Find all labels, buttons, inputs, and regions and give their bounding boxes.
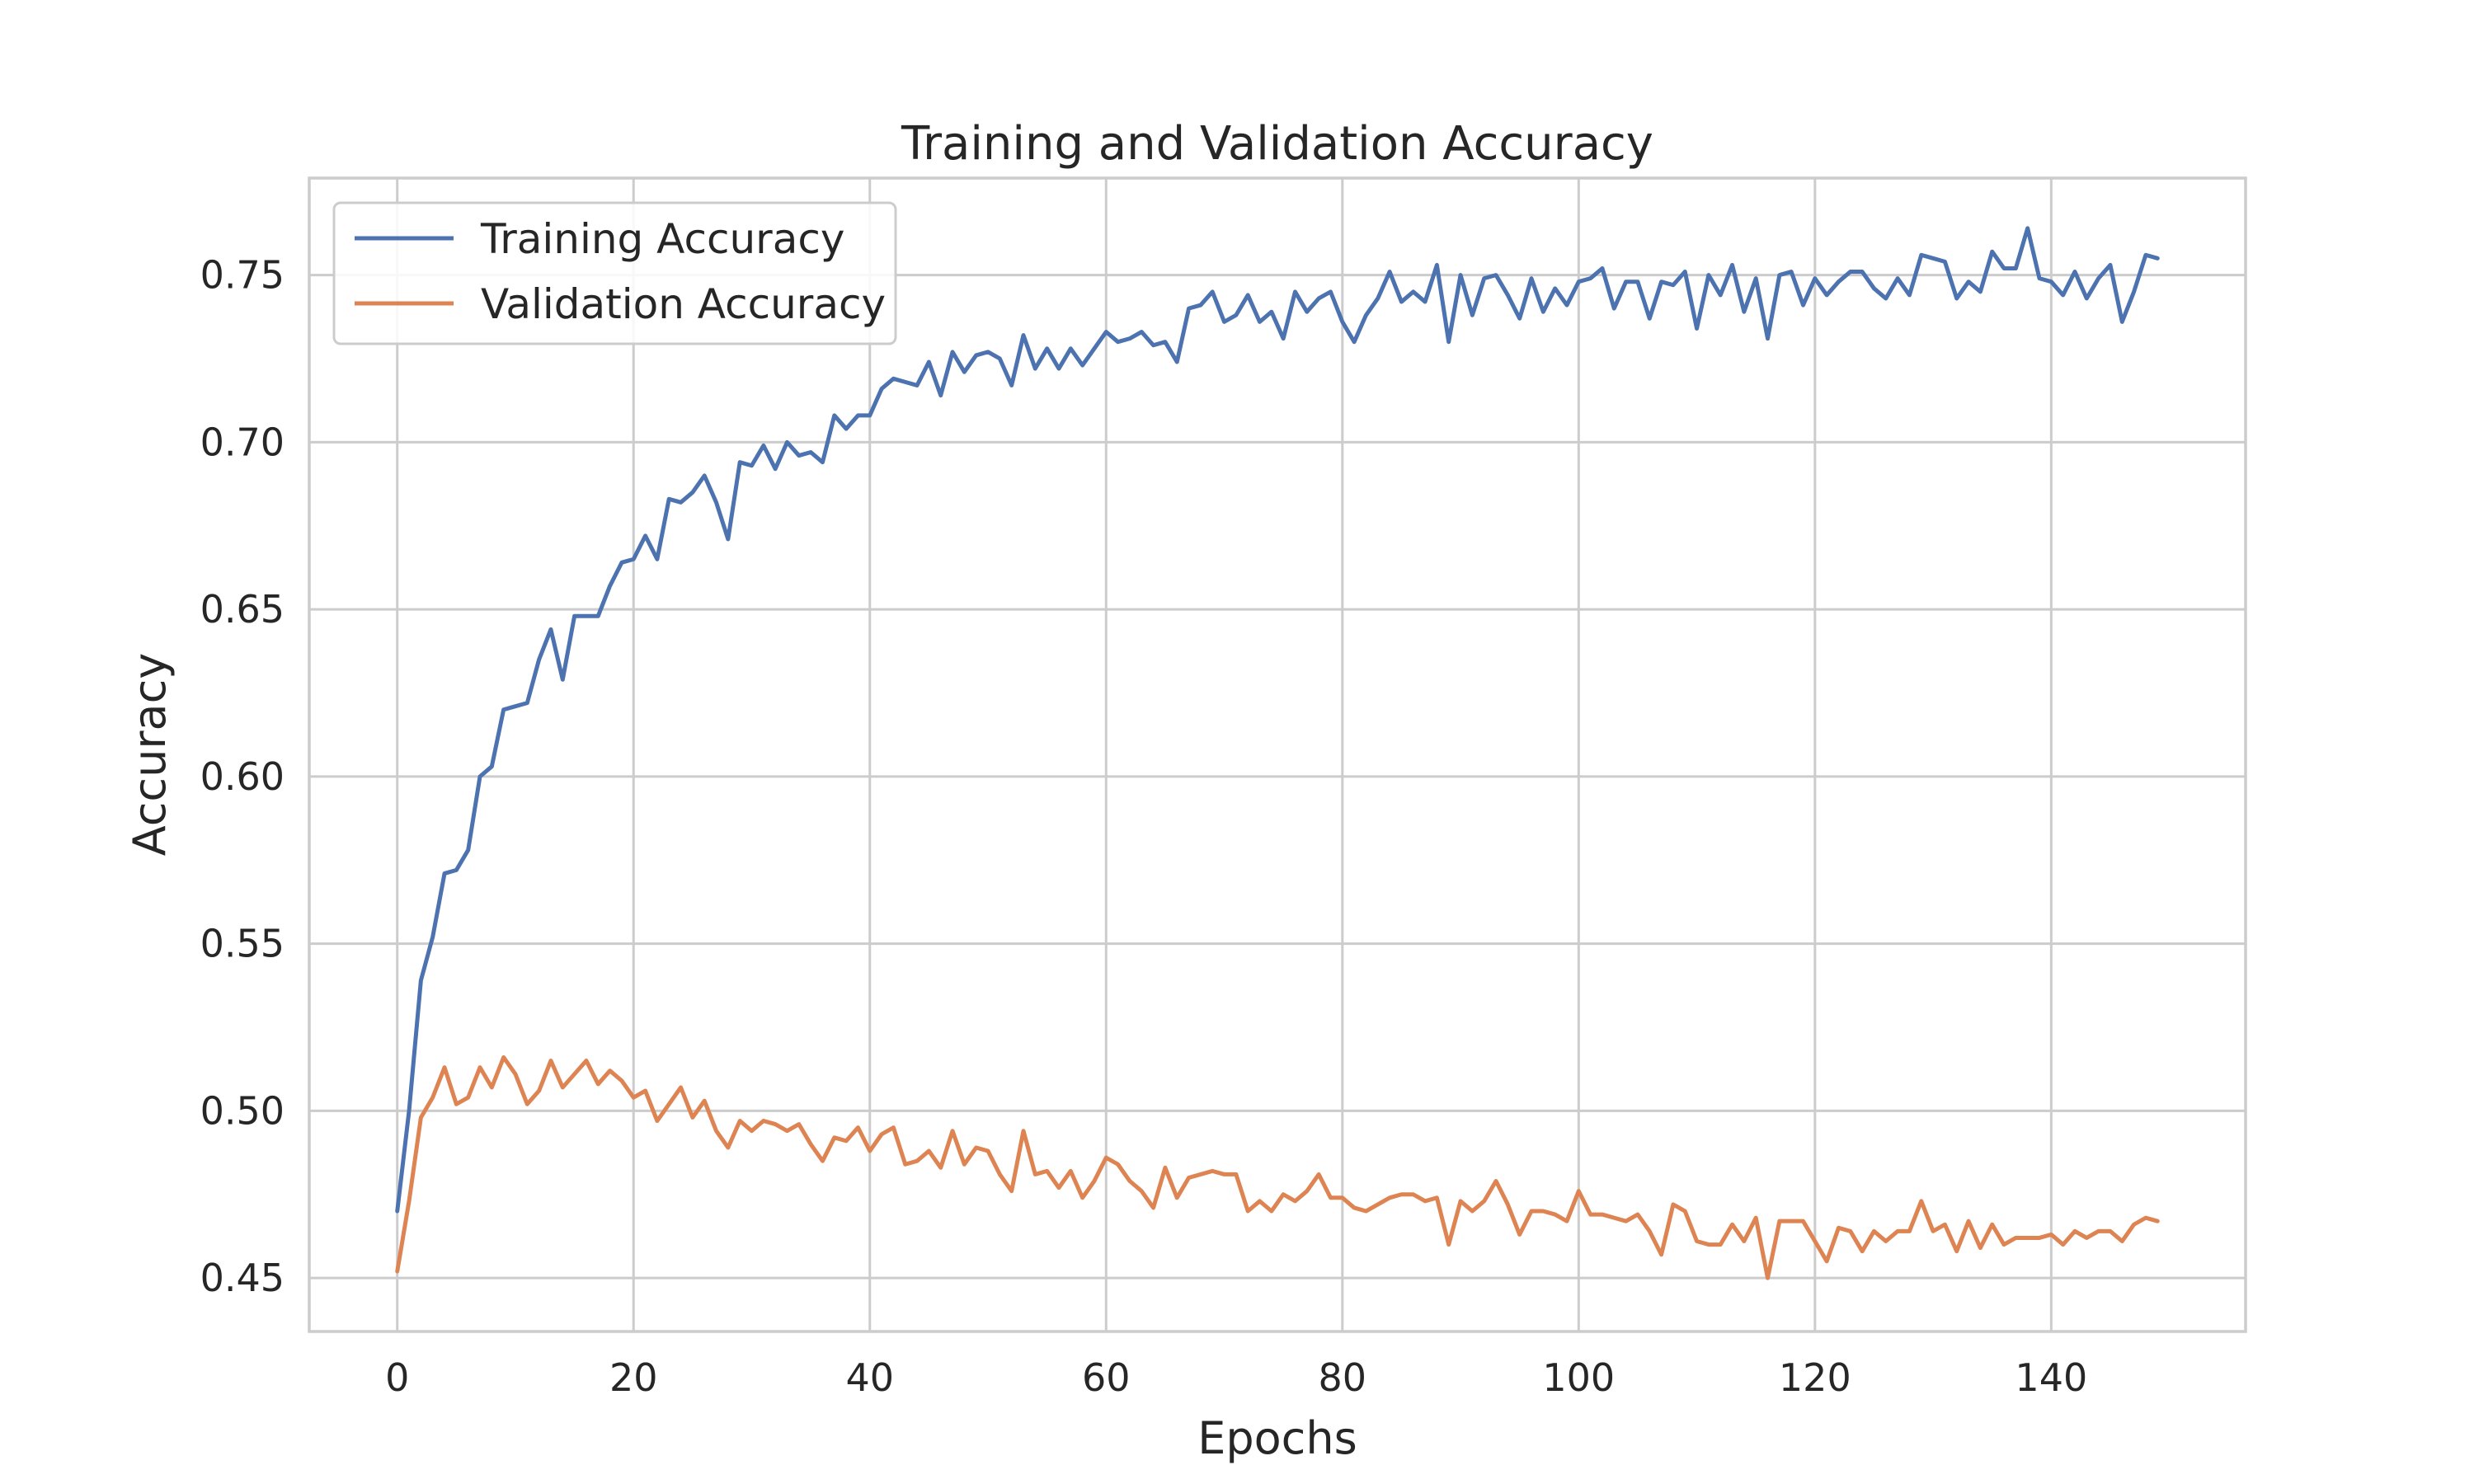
y-tick-label: 0.70	[200, 420, 285, 464]
legend-label-training: Training Accuracy	[480, 215, 844, 263]
chart-title: Training and Validation Accuracy	[901, 117, 1653, 171]
x-tick-labels: 0 20 40 60 80 100 120 140	[385, 1355, 2087, 1400]
x-tick-label: 100	[1542, 1355, 1615, 1400]
y-axis-title: Accuracy	[124, 653, 176, 857]
y-tick-label: 0.45	[200, 1256, 285, 1300]
validation-accuracy-line	[395, 1054, 2160, 1280]
y-tick-label: 0.60	[200, 754, 285, 799]
training-accuracy-line	[395, 226, 2160, 1214]
x-tick-label: 120	[1779, 1355, 1851, 1400]
y-tick-label: 0.75	[200, 253, 285, 298]
x-tick-label: 60	[1082, 1355, 1131, 1400]
y-tick-labels: 0.45 0.50 0.55 0.60 0.65 0.70 0.75	[200, 253, 285, 1301]
x-tick-label: 0	[385, 1355, 409, 1400]
y-tick-label: 0.65	[200, 587, 285, 632]
x-tick-label: 140	[2015, 1355, 2087, 1400]
plot-frame	[308, 176, 2247, 1333]
y-tick-label: 0.50	[200, 1088, 285, 1133]
plot-area	[309, 178, 2246, 1331]
series-layer	[395, 226, 2160, 1280]
x-tick-label: 80	[1319, 1355, 1367, 1400]
x-tick-label: 40	[845, 1355, 894, 1400]
legend-box	[332, 201, 897, 345]
x-axis-title: Epochs	[1197, 1412, 1357, 1464]
y-tick-label: 0.55	[200, 922, 285, 966]
legend-label-validation: Validation Accuracy	[481, 280, 886, 328]
y-grid	[309, 274, 2246, 1280]
x-tick-label: 20	[609, 1355, 658, 1400]
legend: Training Accuracy Validation Accuracy	[332, 201, 897, 345]
x-grid	[396, 178, 2053, 1331]
